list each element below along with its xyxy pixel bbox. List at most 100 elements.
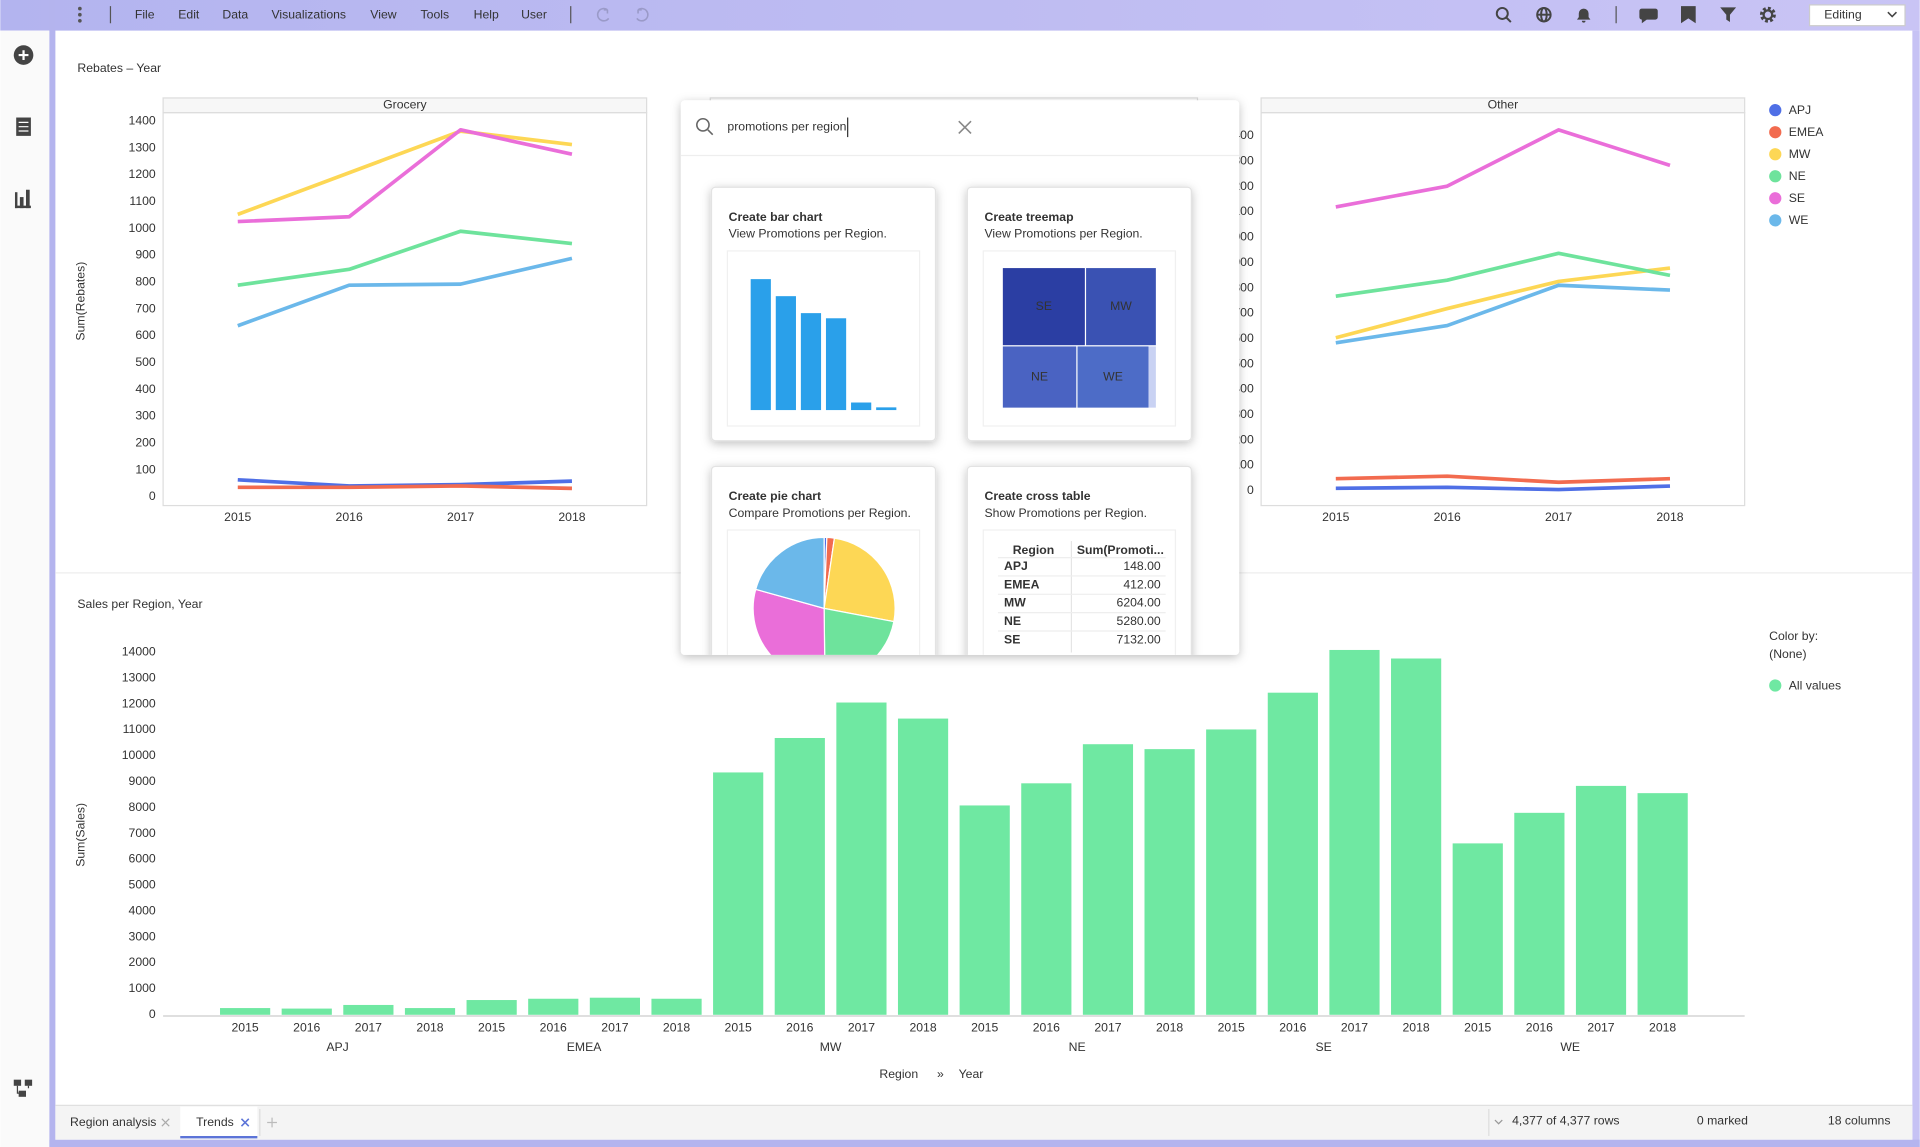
group-label: MW [820, 1040, 842, 1054]
menu-item[interactable]: Data [222, 8, 248, 22]
y-tick-label: 400 [135, 382, 156, 396]
legend-label: SE [1789, 191, 1805, 205]
group-label: SE [1316, 1040, 1332, 1054]
x-axis-label: Region [879, 1067, 918, 1081]
y-tick-label: 800 [135, 274, 156, 288]
bar [713, 772, 764, 1015]
popup-results: Create bar chart View Promotions per Regi… [710, 186, 1192, 655]
tab-label[interactable]: Region analysis [70, 1115, 156, 1129]
treemap-label: NE [1031, 369, 1048, 383]
line-series [1335, 251, 1671, 298]
y-tick-label: 13000 [122, 670, 156, 684]
globe-icon[interactable] [1536, 6, 1552, 23]
card-subtitle: Compare Promotions per Region. [729, 506, 911, 520]
y-tick-label: 300 [135, 409, 156, 423]
bar [343, 1004, 394, 1015]
notifications-icon[interactable] [1576, 8, 1591, 23]
menu-item[interactable]: Help [474, 8, 499, 22]
card-title: Create bar chart [729, 210, 823, 224]
menu-item[interactable]: Tools [421, 8, 450, 22]
treemap-cell [1002, 268, 1085, 346]
x-tick-label: 2017 [1545, 510, 1572, 524]
bar [220, 1008, 271, 1015]
x-tick-label: 2016 [1526, 1020, 1553, 1034]
clear-icon[interactable] [958, 120, 972, 134]
y-tick-label: 1400 [129, 113, 156, 127]
thumbnail-bar [775, 296, 796, 411]
redo-icon[interactable] [636, 7, 649, 22]
close-tab-icon[interactable] [240, 1118, 250, 1127]
x-tick-label: 2015 [224, 510, 251, 524]
x-tick-label: 2017 [848, 1020, 875, 1034]
menu-item[interactable]: View [370, 8, 396, 22]
pie-slice [823, 537, 896, 623]
x-tick-label: 2016 [1033, 1020, 1060, 1034]
filter-icon[interactable] [1720, 7, 1737, 23]
search-icon [707, 129, 714, 136]
y-tick-label: 6000 [129, 852, 156, 866]
sidebar [0, 30, 50, 1147]
status-columns: 18 columns [1828, 1114, 1891, 1128]
search-input[interactable]: promotions per region [727, 120, 846, 134]
search-icon[interactable] [1495, 6, 1512, 23]
flow-icon[interactable] [13, 1079, 33, 1097]
x-tick-label: 2017 [1094, 1020, 1121, 1034]
legend-label: WE [1789, 213, 1809, 227]
treemap-cell [1086, 268, 1156, 346]
legend-label: NE [1789, 169, 1806, 183]
visualizations-icon[interactable] [14, 189, 31, 209]
menu-item[interactable]: Visualizations [271, 8, 346, 22]
x-tick-label: 2018 [1403, 1020, 1430, 1034]
bar [1575, 785, 1627, 1015]
table-cell: NE [1004, 614, 1021, 628]
x-tick-label: 2017 [1341, 1020, 1368, 1034]
tab-bar [55, 1105, 1913, 1140]
group-label: APJ [326, 1040, 348, 1054]
menu-item[interactable]: File [135, 8, 155, 22]
legend-swatch [1769, 214, 1782, 227]
search-popup: promotions per region Create bar chart Vie… [680, 100, 1240, 655]
legend-label: All values [1789, 678, 1841, 692]
menu-dots[interactable] [78, 6, 82, 23]
panel-title: Grocery [383, 98, 427, 112]
legend-swatch [1769, 170, 1782, 183]
table-cell: 412.00 [1123, 577, 1161, 591]
add-tab-icon[interactable] [267, 1117, 277, 1128]
menu-item[interactable]: Edit [178, 8, 200, 22]
table-cell: 5280.00 [1117, 614, 1161, 628]
bar [589, 997, 640, 1015]
undo-icon[interactable] [596, 7, 610, 22]
y-tick-label: 12000 [122, 696, 156, 710]
x-tick-label: 2018 [663, 1020, 690, 1034]
y-tick-label: 200 [135, 436, 156, 450]
y-tick-label: 11000 [123, 722, 156, 736]
comments-icon[interactable] [1639, 8, 1658, 24]
bar [959, 805, 1010, 1015]
tab-label[interactable]: Trends [196, 1115, 234, 1129]
close-tab-icon[interactable] [161, 1118, 170, 1127]
frame-bottom [49, 1139, 1920, 1147]
bar [1082, 744, 1134, 1015]
x-tick-label: 2018 [416, 1020, 443, 1034]
status-caret[interactable] [1494, 1119, 1503, 1125]
table-cell: APJ [1004, 559, 1028, 573]
table-cell: 7132.00 [1117, 632, 1161, 646]
data-icon[interactable] [16, 117, 31, 136]
x-tick-label: 2015 [1322, 510, 1349, 524]
treemap-cell [1002, 346, 1077, 408]
bar [1144, 749, 1195, 1015]
table-cell: 6204.00 [1117, 596, 1161, 610]
mode-dropdown[interactable] [1808, 4, 1906, 27]
add-icon[interactable] [13, 45, 34, 65]
dropdown-caret [1887, 11, 1898, 18]
group-label: WE [1560, 1040, 1580, 1054]
settings-icon[interactable] [1759, 6, 1776, 23]
x-tick-label: 2016 [786, 1020, 813, 1034]
chart-title: Sales per Region, Year [77, 597, 202, 611]
menu-item[interactable]: User [521, 8, 547, 22]
x-tick-label: 2018 [1649, 1020, 1676, 1034]
y-tick-label: 5000 [129, 878, 156, 892]
bookmark-icon[interactable] [1681, 6, 1696, 24]
legend-swatch [1769, 192, 1782, 205]
bar [1637, 793, 1688, 1015]
